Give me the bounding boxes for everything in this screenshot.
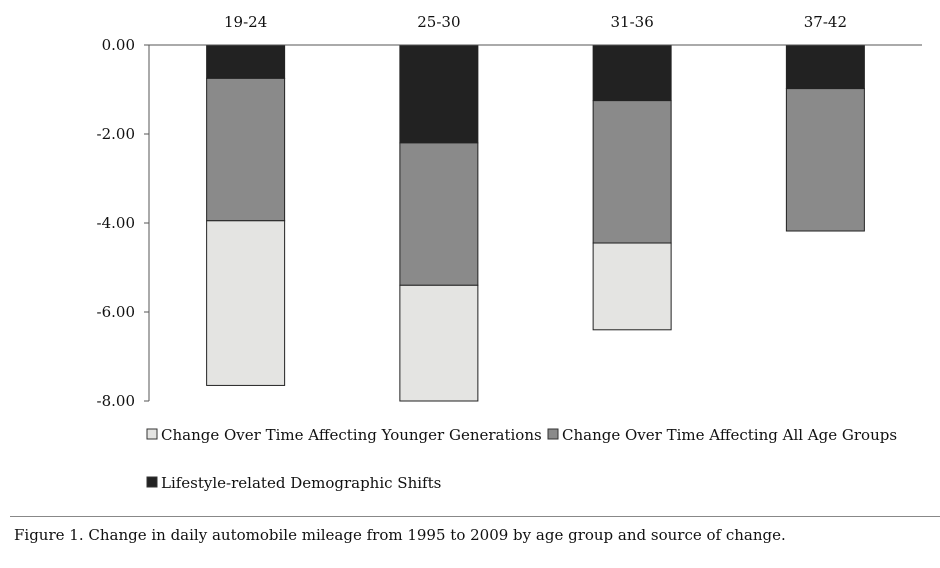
y-tick-label: -2.00	[97, 125, 135, 143]
bar-segment-37-42-series-0	[785, 44, 865, 90]
category-label: 37-42	[804, 13, 847, 31]
bar-segment-25-30-series-0	[399, 44, 479, 144]
bar-segment-19-24-series-2	[206, 220, 286, 386]
bar-layer	[206, 44, 865, 402]
bar-segment-19-24-series-1	[206, 77, 286, 222]
y-tick-label: 0.00	[102, 36, 135, 54]
bar-segment-25-30-series-2	[399, 284, 479, 402]
legend-label: Change Over Time Affecting Younger Gener…	[161, 426, 542, 444]
y-tick-label: -8.00	[97, 392, 135, 410]
axes-layer: 19-24 25-30 31-36 37-42 0.00 -2.00 -4.00 -6.00 -…	[97, 13, 922, 410]
bar-segment-25-30-series-1	[399, 142, 479, 286]
bar-segment-19-24-series-0	[206, 44, 286, 79]
category-label: 25-30	[417, 13, 460, 31]
legend: Change Over Time Affecting Younger Gener…	[146, 426, 897, 492]
bar-segment-31-36-series-0	[592, 44, 672, 102]
legend-label: Lifestyle-related Demographic Shifts	[161, 474, 441, 492]
caption-divider	[10, 516, 940, 517]
legend-swatch	[146, 476, 158, 488]
bar-segment-31-36-series-2	[592, 242, 672, 331]
y-tick-label: -4.00	[97, 214, 135, 232]
legend-swatch	[146, 428, 158, 440]
bar-segment-31-36-series-1	[592, 100, 672, 244]
figure-caption: Figure 1. Change in daily automobile mil…	[14, 526, 786, 544]
category-label: 19-24	[224, 13, 267, 31]
stacked-bar-chart: 19-24 25-30 31-36 37-42 0.00 -2.00 -4.00 -6.00 -…	[97, 13, 922, 492]
category-label: 31-36	[611, 13, 654, 31]
legend-label: Change Over Time Affecting All Age Group…	[562, 426, 897, 444]
y-tick-label: -6.00	[97, 303, 135, 321]
bar-segment-37-42-series-1	[785, 88, 865, 232]
legend-swatch	[547, 428, 559, 440]
